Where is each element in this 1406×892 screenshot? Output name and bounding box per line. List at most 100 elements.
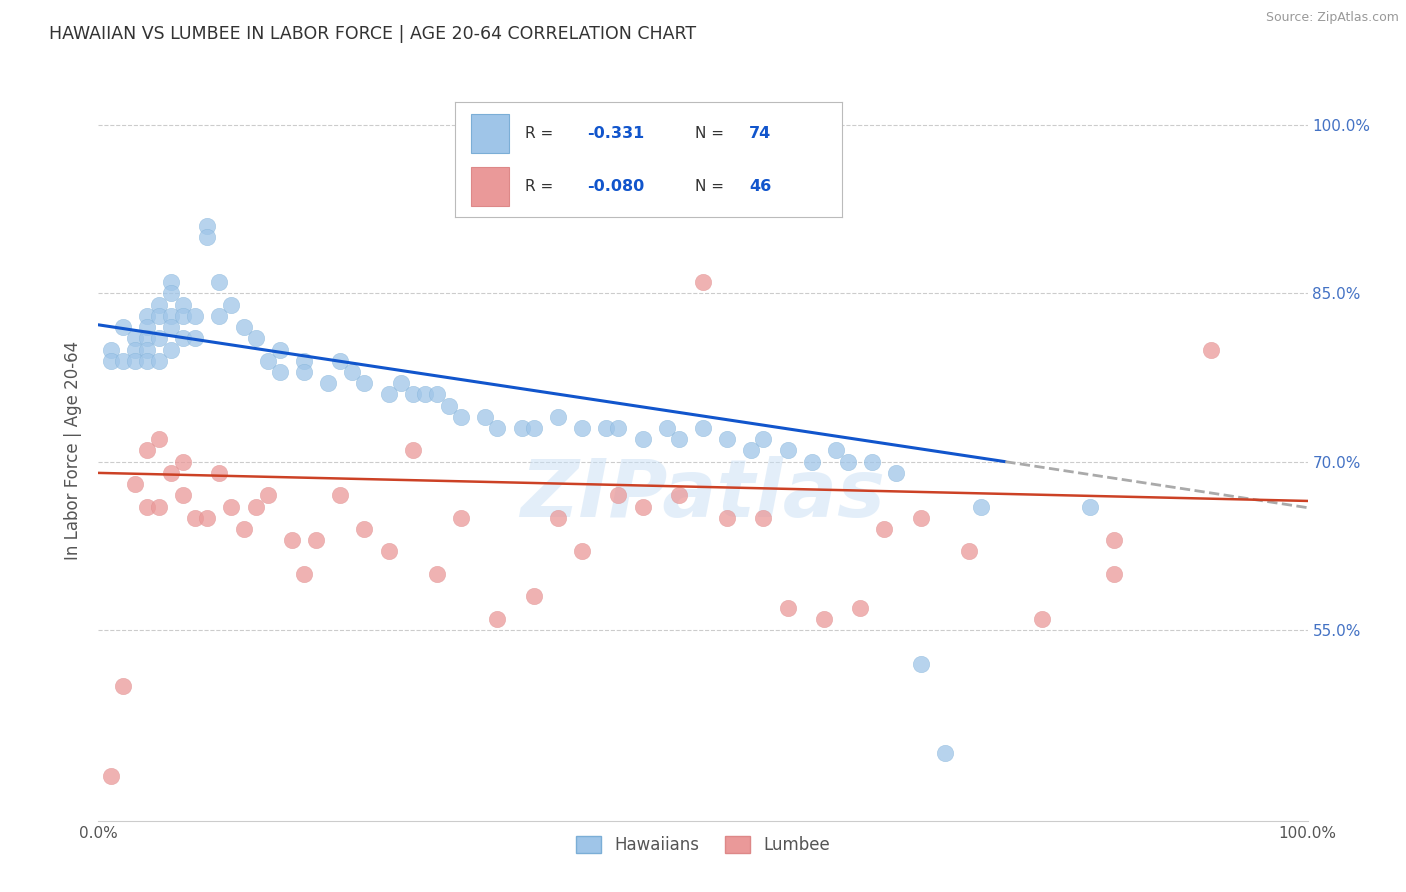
Point: [172, 298, 194, 312]
Point: [184, 309, 207, 323]
Point: [934, 747, 956, 761]
Point: [124, 343, 146, 357]
Point: [292, 365, 315, 379]
Point: [232, 522, 254, 536]
Point: [607, 488, 630, 502]
Point: [716, 510, 738, 524]
Text: HAWAIIAN VS LUMBEE IN LABOR FORCE | AGE 20-64 CORRELATION CHART: HAWAIIAN VS LUMBEE IN LABOR FORCE | AGE …: [49, 25, 696, 43]
Point: [825, 443, 848, 458]
Text: ZIPatlas: ZIPatlas: [520, 456, 886, 534]
Point: [631, 432, 654, 446]
Point: [837, 455, 859, 469]
Point: [160, 286, 183, 301]
Point: [377, 544, 399, 558]
Point: [813, 612, 835, 626]
Point: [776, 600, 799, 615]
Point: [208, 275, 231, 289]
Point: [1102, 566, 1125, 581]
Point: [740, 443, 762, 458]
Point: [752, 510, 775, 524]
Point: [486, 612, 509, 626]
Point: [135, 353, 157, 368]
Point: [510, 421, 533, 435]
Point: [450, 409, 472, 424]
Point: [160, 320, 183, 334]
Point: [208, 309, 231, 323]
Point: [970, 500, 993, 514]
Point: [135, 309, 157, 323]
Point: [111, 320, 134, 334]
Point: [353, 376, 375, 391]
Point: [135, 331, 157, 345]
Point: [184, 331, 207, 345]
Point: [208, 466, 231, 480]
Point: [342, 365, 364, 379]
Point: [910, 657, 932, 671]
Point: [148, 432, 170, 446]
Point: [124, 353, 146, 368]
Point: [160, 343, 183, 357]
Point: [692, 421, 714, 435]
Point: [135, 500, 157, 514]
Point: [1102, 533, 1125, 548]
Point: [692, 275, 714, 289]
Point: [607, 421, 630, 435]
Point: [232, 320, 254, 334]
Point: [160, 309, 183, 323]
Point: [135, 343, 157, 357]
Point: [305, 533, 328, 548]
Legend: Hawaiians, Lumbee: Hawaiians, Lumbee: [569, 829, 837, 861]
Point: [135, 320, 157, 334]
Point: [148, 309, 170, 323]
Point: [256, 488, 278, 502]
Point: [195, 219, 218, 233]
Point: [329, 488, 352, 502]
Point: [221, 298, 243, 312]
Point: [910, 510, 932, 524]
Point: [571, 421, 593, 435]
Point: [353, 522, 375, 536]
Point: [292, 566, 315, 581]
Point: [221, 500, 243, 514]
Point: [100, 343, 122, 357]
Point: [1031, 612, 1053, 626]
Point: [752, 432, 775, 446]
Point: [100, 769, 122, 783]
Point: [135, 443, 157, 458]
Point: [111, 679, 134, 693]
Point: [148, 353, 170, 368]
Point: [256, 353, 278, 368]
Point: [716, 432, 738, 446]
Point: [474, 409, 496, 424]
Point: [668, 488, 690, 502]
Point: [426, 387, 449, 401]
Point: [1199, 343, 1222, 357]
Text: Source: ZipAtlas.com: Source: ZipAtlas.com: [1265, 11, 1399, 24]
Point: [316, 376, 339, 391]
Point: [245, 331, 267, 345]
Point: [148, 298, 170, 312]
Point: [547, 510, 569, 524]
Point: [292, 353, 315, 368]
Point: [160, 275, 183, 289]
Point: [1078, 500, 1101, 514]
Point: [160, 466, 183, 480]
Point: [245, 500, 267, 514]
Point: [195, 230, 218, 244]
Point: [595, 421, 617, 435]
Y-axis label: In Labor Force | Age 20-64: In Labor Force | Age 20-64: [65, 341, 83, 560]
Point: [269, 343, 291, 357]
Point: [184, 510, 207, 524]
Point: [269, 365, 291, 379]
Point: [426, 566, 449, 581]
Point: [377, 387, 399, 401]
Point: [402, 387, 425, 401]
Point: [124, 477, 146, 491]
Point: [195, 510, 218, 524]
Point: [172, 488, 194, 502]
Point: [886, 466, 908, 480]
Point: [631, 500, 654, 514]
Point: [100, 353, 122, 368]
Point: [413, 387, 436, 401]
Point: [437, 399, 460, 413]
